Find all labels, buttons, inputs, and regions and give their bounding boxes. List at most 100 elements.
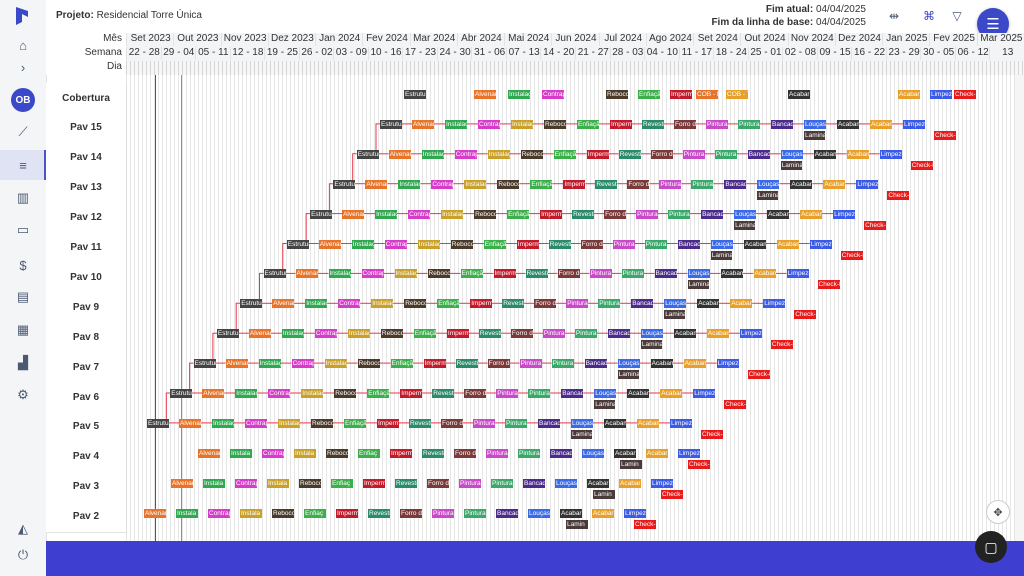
task-bar[interactable]: Estrutura — [356, 149, 379, 159]
task-bar[interactable]: Revestimento — [455, 359, 478, 369]
task-bar[interactable]: Bancadas — [701, 209, 724, 219]
task-bar[interactable]: Alvenaria — [179, 418, 201, 428]
task-bar[interactable]: Forro de gesso — [441, 418, 463, 428]
task-bar[interactable]: Laminado — [780, 160, 802, 170]
task-bar[interactable]: Reboco — [272, 508, 294, 518]
task-bar[interactable]: Laminado — [640, 340, 662, 350]
wallet-icon[interactable]: ▭ — [16, 222, 30, 237]
task-bar[interactable]: Check- — [954, 90, 976, 99]
task-bar[interactable]: Louças — [687, 269, 710, 279]
task-bar[interactable]: Alvenaria — [388, 149, 411, 159]
task-bar[interactable]: Reboco — [311, 418, 333, 428]
task-bar[interactable]: Pintura — [464, 508, 486, 518]
task-bar[interactable]: Reboco — [450, 239, 473, 249]
task-bar[interactable]: Louças — [804, 119, 826, 129]
chart-line-icon[interactable]: ⟋ — [18, 124, 28, 139]
task-bar[interactable]: Contrapiso — [291, 359, 314, 369]
task-bar[interactable]: Acabamento — [683, 359, 706, 369]
task-bar[interactable]: Alvenaria — [342, 209, 365, 219]
money-icon[interactable]: $ — [19, 257, 27, 273]
task-bar[interactable]: Contrapiso — [431, 179, 454, 189]
task-bar[interactable]: Laminado — [710, 250, 732, 260]
task-bar[interactable]: Check-l — [661, 489, 683, 499]
task-bar[interactable]: Contrapiso — [245, 418, 267, 428]
task-bar[interactable]: Acabamento — [800, 209, 823, 219]
task-bar[interactable]: Enfiação — [367, 389, 390, 398]
task-bar[interactable]: Instala — [267, 478, 289, 488]
task-bar[interactable]: Reboco — [427, 269, 450, 279]
task-bar[interactable]: Limpeza — [670, 418, 692, 428]
document-icon[interactable]: ▤ — [16, 289, 30, 304]
calendar-icon[interactable]: ▦ — [16, 322, 30, 337]
task-bar[interactable]: Estrutura — [263, 269, 286, 279]
task-bar[interactable]: Louças — [582, 448, 604, 458]
task-bar[interactable]: Pintura — [598, 299, 621, 309]
task-bar[interactable]: Acabamento — [870, 119, 892, 129]
task-bar[interactable]: Pintura — [432, 508, 454, 518]
task-bar[interactable]: Pintura — [682, 149, 705, 159]
task-bar[interactable]: Estrutura — [170, 389, 193, 398]
task-bar[interactable]: Limpeza — [856, 179, 879, 189]
filter-icon[interactable]: ▽ — [952, 9, 962, 23]
collapse-columns-icon[interactable]: ⇹ — [888, 9, 900, 23]
task-bar[interactable]: Forro de gesso — [557, 269, 580, 279]
task-bar[interactable]: Acabamento — [846, 149, 869, 159]
task-bar[interactable]: Acabamento — [673, 329, 696, 339]
task-bar[interactable]: Impermeab. — [610, 119, 632, 129]
task-bar[interactable]: Alvenari — [144, 508, 166, 518]
task-bar[interactable]: Bancad — [550, 448, 572, 458]
task-bar[interactable]: Lamin — [566, 519, 588, 529]
task-bar[interactable]: Acabamento — [790, 179, 813, 189]
task-bar[interactable]: Alvenaria — [202, 389, 225, 398]
task-bar[interactable]: Louças — [734, 209, 757, 219]
task-bar[interactable]: Louças — [594, 389, 617, 398]
task-bar[interactable]: Enfiação — [390, 359, 413, 369]
task-bar[interactable]: Revestimento — [525, 269, 548, 279]
task-bar[interactable]: Pintura — [691, 179, 714, 189]
task-bar[interactable]: Acabamento — [767, 209, 790, 219]
task-bar[interactable]: Forro de gesso — [510, 329, 533, 339]
task-bar[interactable]: Instala — [294, 448, 316, 458]
task-bar[interactable]: Pintura — [659, 179, 682, 189]
task-bar[interactable]: Contrap — [235, 478, 257, 488]
task-bar[interactable]: Bancadas — [607, 329, 630, 339]
task-bar[interactable]: Check-l — [688, 459, 710, 469]
task-bar[interactable]: Acabamento — [730, 299, 753, 309]
task-bar[interactable]: Alvenaria — [474, 90, 496, 99]
task-bar[interactable]: Forro de gesso — [627, 179, 650, 189]
task-bar[interactable]: Louças — [757, 179, 780, 189]
task-bar[interactable]: Acabamento — [706, 329, 729, 339]
task-bar[interactable]: Reboco — [497, 179, 520, 189]
task-bar[interactable]: Laminado — [664, 310, 686, 320]
vertical-scrollbar[interactable] — [1015, 75, 1024, 541]
list-icon[interactable]: ≡ — [0, 150, 46, 180]
task-bar[interactable]: Pintura — [518, 448, 540, 458]
task-bar[interactable]: Forro de gesso — [487, 359, 510, 369]
task-bar[interactable]: Bancad — [523, 478, 545, 488]
task-bar[interactable]: Estrutura — [310, 209, 333, 219]
task-bar[interactable]: Alvenaria — [248, 329, 271, 339]
task-bar[interactable]: Pintura — [551, 359, 574, 369]
task-bar[interactable]: Instalações — [347, 329, 370, 339]
task-bar[interactable]: Reboco — [334, 389, 357, 398]
chevron-right-icon[interactable]: › — [20, 59, 26, 75]
task-bar[interactable]: Instala — [176, 508, 198, 518]
task-bar[interactable]: Contrap — [262, 448, 284, 458]
task-bar[interactable]: Limpeza — [879, 149, 902, 159]
task-bar[interactable]: Forro d — [454, 448, 476, 458]
task-bar[interactable]: Impermeab. — [400, 389, 423, 398]
task-bar[interactable]: Instalações — [511, 119, 533, 129]
task-bar[interactable]: Impermeab. — [446, 329, 469, 339]
task-bar[interactable]: Instalações — [351, 239, 374, 249]
bell-icon[interactable]: ◭ — [18, 521, 28, 536]
task-bar[interactable]: Pintura — [542, 329, 565, 339]
task-bar[interactable]: Contrapiso — [361, 269, 384, 279]
task-bar[interactable]: Check-list — [770, 340, 793, 350]
task-bar[interactable]: Reboco — [606, 90, 628, 99]
task-bar[interactable]: Instalações — [278, 418, 300, 428]
task-bar[interactable]: Check-list — [817, 280, 840, 290]
task-bar[interactable]: Contrapiso — [338, 299, 361, 309]
task-bar[interactable]: Louças — [528, 508, 550, 518]
task-bar[interactable]: Imperm — [336, 508, 358, 518]
task-bar[interactable]: Check-list — [794, 310, 817, 320]
